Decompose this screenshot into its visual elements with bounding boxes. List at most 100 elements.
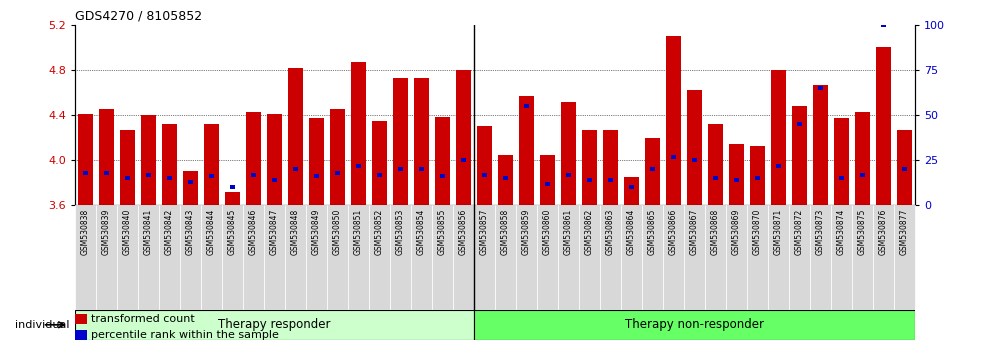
Bar xyxy=(104,171,109,175)
Bar xyxy=(461,158,466,162)
Bar xyxy=(881,23,886,27)
Text: GSM530849: GSM530849 xyxy=(312,209,321,255)
Text: GSM530843: GSM530843 xyxy=(186,209,195,255)
Bar xyxy=(726,205,747,312)
Bar xyxy=(852,205,873,312)
Bar xyxy=(747,205,768,312)
Text: GSM530847: GSM530847 xyxy=(270,209,279,255)
Text: GSM530856: GSM530856 xyxy=(459,209,468,255)
Bar xyxy=(629,185,634,189)
Bar xyxy=(180,205,201,312)
Bar xyxy=(797,122,802,126)
Bar xyxy=(327,205,348,312)
Bar xyxy=(839,176,844,180)
Bar xyxy=(356,164,361,167)
Bar xyxy=(645,138,660,205)
Text: GSM530867: GSM530867 xyxy=(690,209,699,255)
Text: GSM530876: GSM530876 xyxy=(879,209,888,255)
Bar xyxy=(369,205,390,312)
Text: GSM530861: GSM530861 xyxy=(564,209,573,255)
Bar xyxy=(729,144,744,205)
Bar xyxy=(83,171,88,175)
Text: GSM530874: GSM530874 xyxy=(837,209,846,255)
Text: GSM530863: GSM530863 xyxy=(606,209,615,255)
Bar xyxy=(540,155,555,205)
Bar xyxy=(432,205,453,312)
Bar xyxy=(810,205,831,312)
Bar xyxy=(902,167,907,171)
Bar xyxy=(377,173,382,177)
Bar xyxy=(330,109,345,205)
Bar xyxy=(600,205,621,312)
Bar xyxy=(545,182,550,185)
Bar xyxy=(138,205,159,312)
Bar xyxy=(293,167,298,171)
Text: GSM530844: GSM530844 xyxy=(207,209,216,255)
Bar xyxy=(642,205,663,312)
Bar xyxy=(372,121,387,205)
Text: GDS4270 / 8105852: GDS4270 / 8105852 xyxy=(75,9,202,22)
Bar xyxy=(561,102,576,205)
Bar xyxy=(524,104,529,108)
Bar xyxy=(537,205,558,312)
Text: GSM530839: GSM530839 xyxy=(102,209,111,255)
Bar xyxy=(162,124,177,205)
Bar xyxy=(419,167,424,171)
Text: individual: individual xyxy=(15,320,70,330)
Text: GSM530869: GSM530869 xyxy=(732,209,741,255)
Bar xyxy=(411,205,432,312)
Bar xyxy=(306,205,327,312)
Bar xyxy=(96,205,117,312)
Text: GSM530842: GSM530842 xyxy=(165,209,174,255)
Text: GSM530871: GSM530871 xyxy=(774,209,783,255)
Bar xyxy=(705,205,726,312)
Bar xyxy=(243,205,264,312)
Bar xyxy=(474,205,495,312)
Bar xyxy=(650,167,655,171)
Bar xyxy=(582,130,597,205)
Bar xyxy=(587,178,592,182)
Text: GSM530850: GSM530850 xyxy=(333,209,342,255)
Bar xyxy=(285,205,306,312)
Bar xyxy=(440,175,445,178)
Bar xyxy=(684,205,705,312)
Bar xyxy=(225,192,240,205)
Text: GSM530845: GSM530845 xyxy=(228,209,237,255)
Text: GSM530851: GSM530851 xyxy=(354,209,363,255)
Text: GSM530865: GSM530865 xyxy=(648,209,657,255)
Bar xyxy=(776,164,781,167)
Bar xyxy=(188,180,193,184)
Bar xyxy=(771,70,786,205)
Text: percentile rank within the sample: percentile rank within the sample xyxy=(91,330,279,340)
Bar xyxy=(230,185,235,189)
Bar xyxy=(734,178,739,182)
Bar xyxy=(351,62,366,205)
Bar xyxy=(246,112,261,205)
Bar xyxy=(267,114,282,205)
Text: GSM530872: GSM530872 xyxy=(795,209,804,255)
Bar xyxy=(146,173,151,177)
Text: GSM530860: GSM530860 xyxy=(543,209,552,255)
Bar xyxy=(141,115,156,205)
Bar xyxy=(125,176,130,180)
Bar xyxy=(792,106,807,205)
Bar xyxy=(687,90,702,205)
Bar xyxy=(272,178,277,182)
Bar xyxy=(834,119,849,205)
Text: GSM530841: GSM530841 xyxy=(144,209,153,255)
Bar xyxy=(288,68,303,205)
Bar xyxy=(99,109,114,205)
Bar xyxy=(608,178,613,182)
Text: GSM530858: GSM530858 xyxy=(501,209,510,255)
Bar xyxy=(251,173,256,177)
Bar xyxy=(393,78,408,205)
Text: GSM530848: GSM530848 xyxy=(291,209,300,255)
Bar xyxy=(482,173,487,177)
Text: GSM530846: GSM530846 xyxy=(249,209,258,255)
Bar xyxy=(309,119,324,205)
Text: GSM530877: GSM530877 xyxy=(900,209,909,255)
Bar xyxy=(390,205,411,312)
Bar xyxy=(78,114,93,205)
Bar xyxy=(603,130,618,205)
Bar xyxy=(414,78,429,205)
